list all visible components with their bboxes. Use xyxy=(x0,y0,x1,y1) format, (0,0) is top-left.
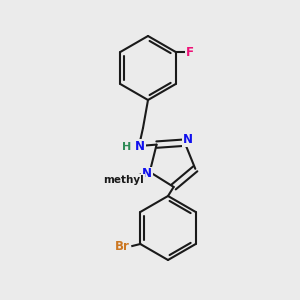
Text: Br: Br xyxy=(115,239,130,253)
Text: N: N xyxy=(183,133,193,146)
Text: N: N xyxy=(142,167,152,181)
Text: N: N xyxy=(135,140,145,152)
Text: methyl: methyl xyxy=(103,175,144,185)
Text: H: H xyxy=(122,142,132,152)
Text: F: F xyxy=(186,46,194,59)
